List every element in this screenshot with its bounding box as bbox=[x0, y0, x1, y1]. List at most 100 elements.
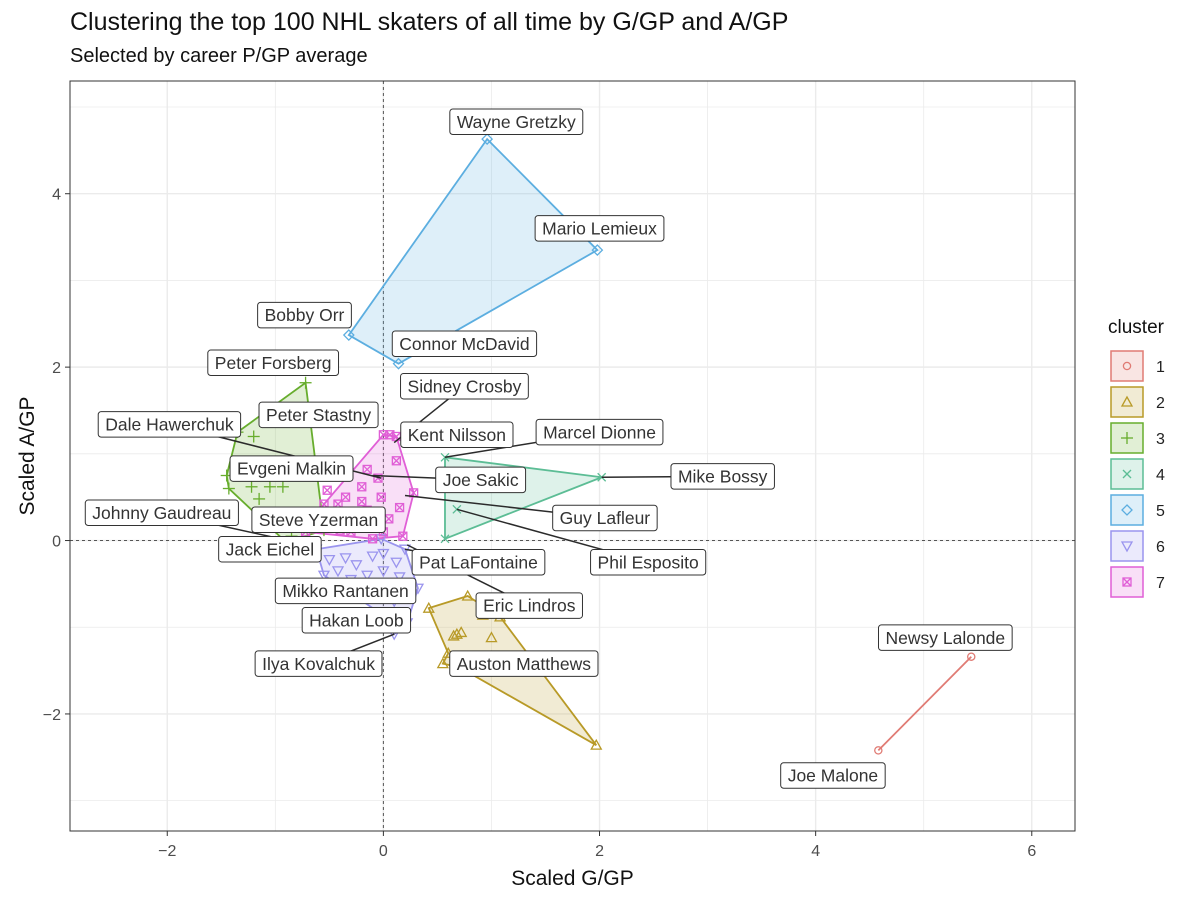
label-box bbox=[590, 548, 707, 576]
legend-key-marker bbox=[1122, 469, 1132, 479]
cluster-6-point bbox=[390, 557, 403, 569]
cluster-2-point bbox=[447, 629, 460, 641]
legend-key bbox=[1110, 386, 1144, 418]
label-box bbox=[254, 650, 383, 677]
cluster-2-point bbox=[455, 626, 468, 638]
x-tick-label: −2 bbox=[158, 843, 176, 860]
label-box bbox=[435, 466, 527, 494]
cluster-3-point bbox=[247, 430, 260, 443]
cluster-3-point bbox=[276, 480, 289, 493]
point-label: Kent Nilsson bbox=[400, 421, 514, 449]
x-tick-label: 4 bbox=[811, 843, 820, 860]
label-text: Ilya Kovalchuk bbox=[262, 654, 375, 674]
cluster-6-point bbox=[350, 560, 363, 572]
label-text: Bobby Orr bbox=[265, 305, 345, 325]
label-text: Dale Hawerchuk bbox=[105, 414, 234, 434]
label-box bbox=[274, 577, 417, 605]
cluster-2-point bbox=[450, 627, 463, 639]
x-tick-label: 0 bbox=[379, 843, 388, 860]
legend: cluster 1 2 3 4 5 6 7 bbox=[1108, 317, 1165, 598]
label-box bbox=[534, 215, 665, 242]
label-box bbox=[258, 401, 379, 429]
cluster-2-point bbox=[461, 589, 474, 601]
point-label: Evgeni Malkin bbox=[229, 455, 354, 482]
cluster-2-point bbox=[422, 601, 435, 613]
cluster-2-point bbox=[485, 631, 498, 643]
label-text: Eric Lindros bbox=[483, 596, 576, 616]
label-text: Evgeni Malkin bbox=[237, 459, 346, 479]
point-label: Guy Lafleur bbox=[552, 504, 658, 532]
label-text: Jack Eichel bbox=[226, 539, 315, 559]
point-label: Mikko Rantanen bbox=[274, 577, 417, 605]
point-label: Marcel Dionne bbox=[535, 418, 664, 446]
legend-entry-2: 2 bbox=[1110, 386, 1165, 418]
label-text: Connor McDavid bbox=[399, 334, 529, 354]
reference-lines bbox=[70, 81, 1075, 831]
label-box bbox=[475, 592, 583, 619]
legend-label: 3 bbox=[1156, 431, 1165, 448]
panel-border bbox=[69, 80, 1076, 832]
cluster-5-point bbox=[591, 244, 604, 256]
label-text: Guy Lafleur bbox=[560, 508, 651, 528]
cluster-7-point bbox=[362, 464, 372, 475]
y-axis-title: Scaled A/GP bbox=[16, 396, 39, 515]
legend-entry-3: 3 bbox=[1110, 422, 1165, 454]
point-label: Pat LaFontaine bbox=[411, 548, 546, 576]
x-tick-label: 6 bbox=[1027, 843, 1036, 860]
point-label: Connor McDavid bbox=[391, 330, 538, 357]
point-label: Newsy Lalonde bbox=[877, 624, 1013, 651]
label-box bbox=[84, 499, 239, 527]
legend-label: 7 bbox=[1156, 575, 1165, 592]
legend-key bbox=[1110, 350, 1144, 382]
cluster-4-point bbox=[440, 534, 450, 544]
label-box bbox=[877, 624, 1013, 651]
point-label: Hakan Loob bbox=[301, 607, 412, 634]
point-label: Dale Hawerchuk bbox=[97, 411, 242, 438]
y-tick-label: 4 bbox=[52, 187, 61, 204]
cluster-7-point bbox=[385, 430, 395, 440]
legend-label: 6 bbox=[1156, 539, 1165, 556]
cluster-3-point bbox=[253, 492, 266, 505]
label-box bbox=[449, 650, 599, 677]
legend-label: 5 bbox=[1156, 503, 1165, 520]
label-text: Joe Sakic bbox=[443, 470, 519, 490]
y-tick-label: 0 bbox=[52, 534, 61, 551]
label-box bbox=[218, 535, 322, 563]
label-box bbox=[400, 372, 529, 400]
legend-key-marker bbox=[1121, 432, 1133, 444]
cluster-3-point bbox=[222, 482, 235, 495]
point-label: Sidney Crosby bbox=[400, 372, 529, 400]
cluster-5-point bbox=[342, 329, 355, 341]
legend-key-marker bbox=[1120, 541, 1134, 553]
cluster-6-point bbox=[361, 570, 374, 582]
label-box bbox=[391, 330, 538, 357]
cluster-6-point bbox=[377, 566, 390, 578]
y-tick-label: −2 bbox=[43, 707, 61, 724]
legend-label: 4 bbox=[1156, 467, 1165, 484]
cluster-7-point bbox=[398, 531, 408, 541]
label-text: Kent Nilsson bbox=[408, 425, 506, 445]
legend-key-marker bbox=[1122, 361, 1132, 371]
cluster-5-point bbox=[392, 357, 405, 370]
legend-label: 1 bbox=[1156, 359, 1165, 376]
cluster-3-point bbox=[263, 480, 276, 493]
label-text: Auston Matthews bbox=[457, 654, 591, 674]
cluster-4-point bbox=[452, 504, 462, 514]
cluster-7-point bbox=[376, 492, 386, 502]
cluster-1-point bbox=[967, 652, 976, 661]
label-text: Joe Malone bbox=[788, 766, 878, 786]
label-text: Johnny Gaudreau bbox=[92, 503, 231, 523]
point-label: Mike Bossy bbox=[670, 463, 775, 490]
label-text: Peter Stastny bbox=[266, 405, 371, 425]
cluster-7-point bbox=[367, 534, 378, 544]
chart-title: Clustering the top 100 NHL skaters of al… bbox=[70, 8, 789, 36]
legend-entry-6: 6 bbox=[1110, 530, 1165, 562]
point-label: Eric Lindros bbox=[475, 592, 583, 619]
cluster-2-point bbox=[436, 657, 449, 669]
label-text: Mikko Rantanen bbox=[282, 581, 408, 601]
cluster-1-point bbox=[874, 746, 883, 755]
label-box bbox=[449, 108, 584, 136]
point-label: Auston Matthews bbox=[449, 650, 599, 677]
cluster-3-point bbox=[245, 480, 258, 493]
